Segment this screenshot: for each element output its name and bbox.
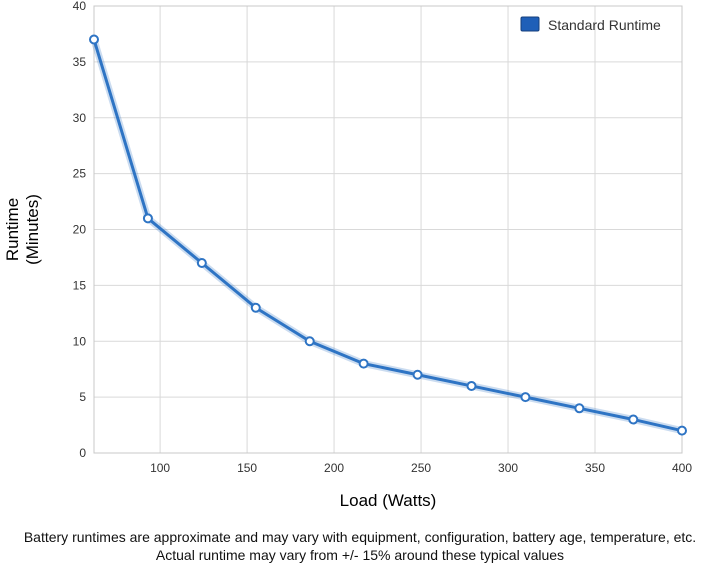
data-point[interactable] <box>304 336 315 347</box>
runtime-chart: 0 5 10 15 20 25 30 35 40 100 150 200 250 300 350 400 L… <box>3 0 692 510</box>
y-tick-label: 35 <box>73 55 87 69</box>
y-tick-label: 0 <box>79 446 86 460</box>
y-tick-label: 15 <box>73 278 87 292</box>
x-tick-label: 300 <box>498 461 518 475</box>
legend[interactable]: Standard Runtime <box>520 16 661 33</box>
legend-label: Standard Runtime <box>548 17 661 33</box>
y-tick-label: 10 <box>73 334 87 348</box>
y-tick-label: 5 <box>79 390 86 404</box>
legend-swatch <box>520 16 540 32</box>
data-point[interactable] <box>574 403 585 414</box>
x-tick-label: 100 <box>150 461 170 475</box>
x-axis-title: Load (Watts) <box>340 491 437 510</box>
series-line <box>92 38 684 433</box>
y-tick-label: 30 <box>73 111 87 125</box>
data-point[interactable] <box>196 258 207 269</box>
x-tick-labels: 100 150 200 250 300 350 400 <box>150 461 692 475</box>
plot-border <box>93 5 683 454</box>
footnote-line-1: Battery runtimes are approximate and may… <box>23 529 697 545</box>
y-axis-title-line: (Minutes) <box>23 194 42 265</box>
y-tick-label: 40 <box>73 0 87 13</box>
data-point[interactable] <box>250 302 261 313</box>
x-tick-label: 400 <box>672 461 692 475</box>
x-tick-label: 250 <box>411 461 431 475</box>
y-axis-title-line: Runtime <box>3 198 22 261</box>
data-point[interactable] <box>677 425 687 436</box>
y-tick-label: 20 <box>73 223 87 237</box>
footnote-line-2: Actual runtime may vary from +/- 15% aro… <box>155 547 565 563</box>
y-axis-title: Runtime (Minutes) <box>3 194 42 265</box>
data-point[interactable] <box>466 380 477 391</box>
data-point[interactable] <box>628 414 639 425</box>
data-point[interactable] <box>520 392 531 403</box>
x-tick-label: 350 <box>585 461 605 475</box>
data-point[interactable] <box>358 358 369 369</box>
y-tick-labels: 0 5 10 15 20 25 30 35 40 <box>73 0 87 460</box>
data-point[interactable] <box>89 34 99 45</box>
data-point[interactable] <box>142 213 153 224</box>
x-tick-label: 200 <box>324 461 344 475</box>
x-tick-label: 150 <box>237 461 257 475</box>
y-tick-label: 25 <box>73 167 87 181</box>
series-layer <box>89 34 687 436</box>
data-point[interactable] <box>412 369 423 380</box>
